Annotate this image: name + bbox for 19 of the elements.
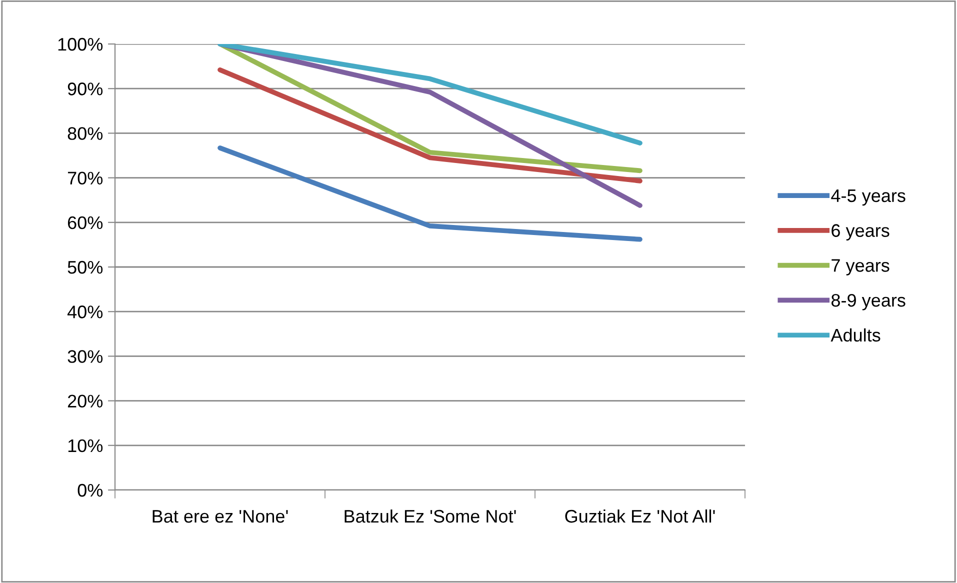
y-tick-label: 10% — [68, 439, 103, 452]
legend-label: 4-5 years — [831, 189, 906, 206]
x-tick-label: Bat ere ez 'None' — [152, 510, 288, 523]
x-tick-label: Batzuk Ez 'Some Not' — [344, 509, 516, 523]
y-tick-label: 0% — [78, 484, 103, 497]
y-tick-label: 50% — [68, 260, 103, 274]
legend-label: 8-9 years — [831, 294, 906, 310]
legend-label: Adults — [830, 328, 880, 342]
y-tick-label: 90% — [68, 82, 103, 96]
y-tick-label: 60% — [68, 216, 103, 230]
x-tick-label: Guztiak Ez 'Not All' — [565, 509, 715, 523]
legend-label: 6 years — [832, 224, 890, 241]
y-tick-label: 80% — [68, 127, 103, 140]
y-tick-label: 20% — [68, 394, 103, 408]
legend-label: 7 years — [832, 259, 890, 276]
y-tick-label: 40% — [67, 306, 103, 318]
y-tick-label: 100% — [58, 38, 103, 51]
y-tick-label: 70% — [68, 172, 103, 185]
y-tick-label: 30% — [68, 350, 103, 363]
